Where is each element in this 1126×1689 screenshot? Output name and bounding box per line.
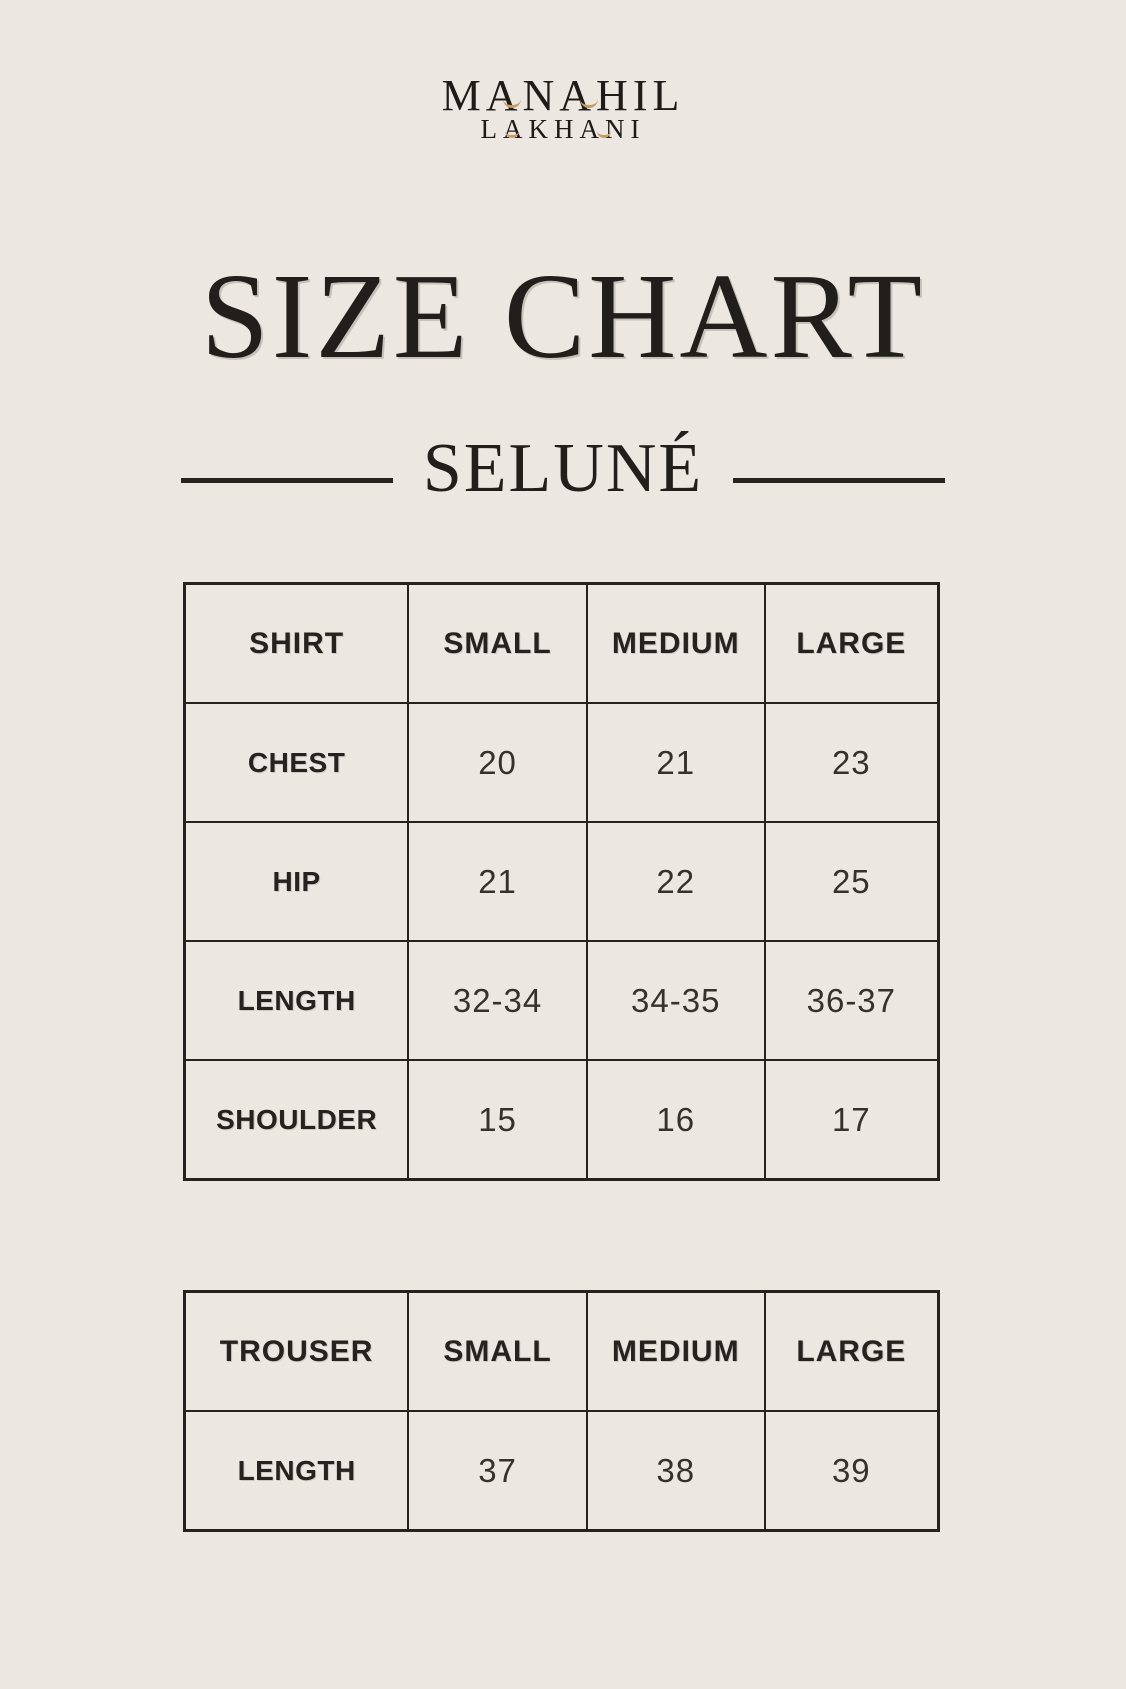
gold-accent-arc xyxy=(505,127,519,138)
value-cell: 21 xyxy=(407,821,588,942)
header-cell: SHIRT xyxy=(183,582,410,704)
header-cell: TROUSER xyxy=(183,1290,410,1412)
value-cell: 25 xyxy=(763,821,940,942)
gold-accent-arc xyxy=(503,95,521,108)
header-cell: MEDIUM xyxy=(585,1290,766,1412)
row-label-cell: CHEST xyxy=(183,702,410,823)
value-cell: 17 xyxy=(763,1059,940,1181)
row-label-cell: SHOULDER xyxy=(183,1059,410,1181)
value-cell: 36-37 xyxy=(763,940,940,1061)
value-cell: 21 xyxy=(585,702,766,823)
subtitle-rule-right xyxy=(733,478,946,483)
table-row: SHOULDER 15 16 17 xyxy=(183,1059,940,1181)
table-header-row: SHIRT SMALL MEDIUM LARGE xyxy=(183,582,940,704)
value-cell: 39 xyxy=(763,1410,940,1532)
header-cell: SMALL xyxy=(407,1290,588,1412)
header-cell: LARGE xyxy=(763,582,940,704)
table-row: CHEST 20 21 23 xyxy=(183,702,940,823)
value-cell: 22 xyxy=(585,821,766,942)
gold-accent-arc xyxy=(580,95,598,108)
brand-name-line1: MANAHIL xyxy=(441,71,685,120)
value-cell: 20 xyxy=(407,702,588,823)
value-cell: 32-34 xyxy=(407,940,588,1061)
table-row: HIP 21 22 25 xyxy=(183,821,940,942)
header-cell: MEDIUM xyxy=(585,582,766,704)
row-label-cell: LENGTH xyxy=(183,1410,410,1532)
product-name: SELUNÉ xyxy=(422,430,704,507)
brand-name-line2: LAKHANI xyxy=(480,114,646,144)
row-label-cell: LENGTH xyxy=(183,940,410,1061)
gold-accent-arc xyxy=(597,127,611,138)
value-cell: 15 xyxy=(407,1059,588,1181)
value-cell: 23 xyxy=(763,702,940,823)
value-cell: 37 xyxy=(407,1410,588,1532)
row-label-cell: HIP xyxy=(183,821,410,942)
brand-logo: MANAHIL LAKHANI xyxy=(0,74,1126,143)
subtitle-rule-left xyxy=(180,478,393,483)
size-table-trouser: TROUSER SMALL MEDIUM LARGE LENGTH 37 38 … xyxy=(183,1290,940,1532)
value-cell: 34-35 xyxy=(585,940,766,1061)
header-cell: LARGE xyxy=(763,1290,940,1412)
value-cell: 38 xyxy=(585,1410,766,1532)
header-cell: SMALL xyxy=(407,582,588,704)
page-title: SIZE CHART xyxy=(200,249,926,384)
value-cell: 16 xyxy=(585,1059,766,1181)
table-header-row: TROUSER SMALL MEDIUM LARGE xyxy=(183,1290,940,1412)
subtitle-row: SELUNÉ xyxy=(0,430,1126,507)
table-row: LENGTH 32-34 34-35 36-37 xyxy=(183,940,940,1061)
table-row: LENGTH 37 38 39 xyxy=(183,1410,940,1532)
size-table-shirt: SHIRT SMALL MEDIUM LARGE CHEST 20 21 23 … xyxy=(183,582,940,1181)
